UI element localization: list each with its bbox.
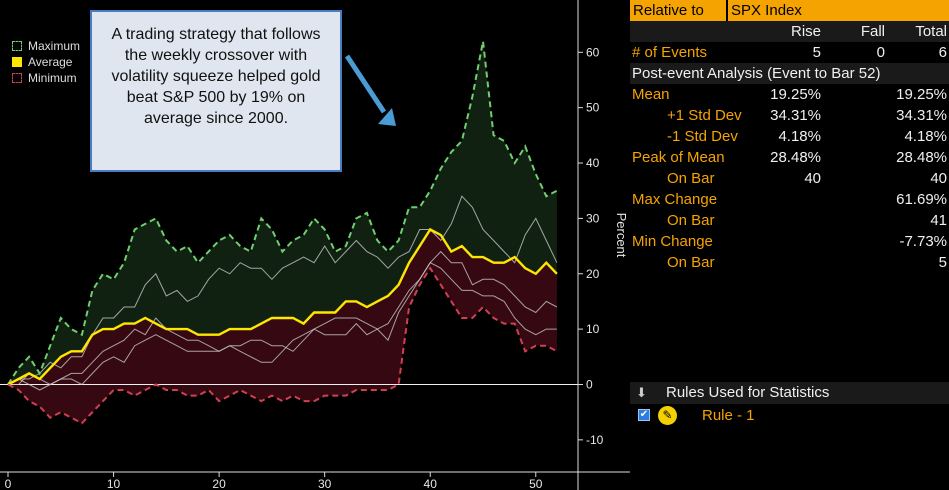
minus-sd-label: -1 Std Dev xyxy=(667,128,738,145)
plus-sd-label: +1 Std Dev xyxy=(667,107,742,124)
relative-to-input[interactable]: SPX Index xyxy=(728,0,949,21)
min-change-label: Min Change xyxy=(632,233,713,250)
minus-sd-rise: 4.18% xyxy=(778,128,821,145)
peak-bar-rise: 40 xyxy=(804,170,821,187)
col-header-total: Total xyxy=(915,23,947,40)
y-tick-label: 20 xyxy=(586,267,600,281)
max-change-bar-label: On Bar xyxy=(667,212,715,229)
x-tick-label: 30 xyxy=(318,477,332,490)
rule-checkbox[interactable]: ✔ xyxy=(638,409,650,421)
row-minus-sd: -1 Std Dev 4.18% 4.18% xyxy=(630,126,949,147)
rule-pencil-icon[interactable]: ✎ xyxy=(658,406,677,425)
column-header-row: Rise Fall Total xyxy=(630,21,949,42)
minus-sd-total: 4.18% xyxy=(904,128,947,145)
row-min-change: Min Change -7.73% xyxy=(630,231,949,252)
events-label: # of Events xyxy=(632,44,708,61)
x-tick-label: 10 xyxy=(107,477,121,490)
y-axis-title: Percent xyxy=(614,213,629,258)
row-max-change-bar: On Bar 41 xyxy=(630,210,949,231)
rules-title: Rules Used for Statistics xyxy=(666,384,830,401)
fill-average-to-min xyxy=(8,229,557,424)
max-change-label: Max Change xyxy=(632,191,718,208)
row-min-change-bar: On Bar 5 xyxy=(630,252,949,273)
rule-label[interactable]: Rule - 1 xyxy=(702,407,755,424)
y-tick-label: -10 xyxy=(586,433,604,447)
mean-rise: 19.25% xyxy=(770,86,821,103)
series-line-average xyxy=(7,227,558,386)
x-tick-label: 50 xyxy=(529,477,543,490)
x-tick-label: 20 xyxy=(212,477,226,490)
plus-sd-total: 34.31% xyxy=(896,107,947,124)
mean-total: 19.25% xyxy=(896,86,947,103)
annotation-callout: A trading strategy that follows the week… xyxy=(90,10,342,172)
callout-arrow-shaft xyxy=(344,54,387,114)
series-line-maximum xyxy=(7,41,558,386)
legend-item-maximum: Maximum xyxy=(12,38,80,54)
events-rise: 5 xyxy=(812,44,821,61)
fill-max-to-average xyxy=(8,41,557,385)
y-tick-label: 40 xyxy=(586,156,600,170)
section-title: Post-event Analysis (Event to Bar 52) xyxy=(632,65,881,82)
events-total: 6 xyxy=(938,44,947,61)
series-line-event-5 xyxy=(7,262,557,391)
legend-item-minimum: Minimum xyxy=(12,70,80,86)
y-tick-label: 30 xyxy=(586,211,600,225)
section-post-event: Post-event Analysis (Event to Bar 52) xyxy=(630,63,949,84)
events-fall: 0 xyxy=(876,44,885,61)
y-tick-label: 60 xyxy=(586,45,600,59)
row-events: # of Events 5 0 6 xyxy=(630,42,949,63)
statistics-panel: Relative to SPX Index Rise Fall Total # … xyxy=(630,0,949,490)
legend-swatch-average xyxy=(12,57,22,67)
legend-label-minimum: Minimum xyxy=(28,71,77,85)
min-change-bar-total: 5 xyxy=(938,254,947,271)
row-max-change: Max Change 61.69% xyxy=(630,189,949,210)
peak-bar-total: 40 xyxy=(930,170,947,187)
min-change-total: -7.73% xyxy=(899,233,947,250)
x-tick-label: 0 xyxy=(5,477,12,490)
peak-bar-label: On Bar xyxy=(667,170,715,187)
row-mean: Mean 19.25% 19.25% xyxy=(630,84,949,105)
y-tick-label: 0 xyxy=(586,377,593,391)
double-chevron-down-icon[interactable]: ⬇︎ xyxy=(636,385,647,400)
x-tick-label: 40 xyxy=(424,477,438,490)
max-change-bar-total: 41 xyxy=(930,212,947,229)
row-plus-sd: +1 Std Dev 34.31% 34.31% xyxy=(630,105,949,126)
y-tick-label: 50 xyxy=(586,101,600,115)
col-header-rise: Rise xyxy=(790,23,821,40)
legend-item-average: Average xyxy=(12,54,80,70)
series-line-event-3 xyxy=(7,195,558,385)
relative-to-bar: Relative to SPX Index xyxy=(630,0,949,21)
peak-total: 28.48% xyxy=(896,149,947,166)
callout-arrow-head xyxy=(378,108,396,126)
peak-label: Peak of Mean xyxy=(632,149,725,166)
legend-swatch-maximum xyxy=(12,41,22,51)
chart-svg: -10 0 10 20 30 40 50 60 0 10 20 30 40 50 Percent xyxy=(0,0,630,490)
relative-to-label: Relative to xyxy=(630,0,726,21)
peak-rise: 28.48% xyxy=(770,149,821,166)
legend-label-maximum: Maximum xyxy=(28,39,81,53)
plus-sd-rise: 34.31% xyxy=(770,107,821,124)
row-peak-bar: On Bar 40 40 xyxy=(630,168,949,189)
chart-legend: Maximum Average Minimum xyxy=(12,38,80,86)
min-change-bar-label: On Bar xyxy=(667,254,715,271)
callout-text: A trading strategy that follows the week… xyxy=(111,26,321,127)
chart-area: -10 0 10 20 30 40 50 60 0 10 20 30 40 50 Percent Maxim… xyxy=(0,0,630,490)
max-change-total: 61.69% xyxy=(896,191,947,208)
series-line-event-4 xyxy=(8,250,558,386)
col-header-fall: Fall xyxy=(860,23,885,40)
y-tick-label: 10 xyxy=(586,322,600,336)
legend-swatch-minimum xyxy=(12,73,22,83)
rule-row[interactable]: ✔ ✎ Rule - 1 xyxy=(630,405,949,426)
row-peak-mean: Peak of Mean 28.48% 28.48% xyxy=(630,147,949,168)
rules-header[interactable]: ⬇︎ Rules Used for Statistics xyxy=(630,382,949,404)
series-line-minimum xyxy=(7,266,558,425)
mean-label: Mean xyxy=(632,86,670,103)
legend-label-average: Average xyxy=(28,55,73,69)
